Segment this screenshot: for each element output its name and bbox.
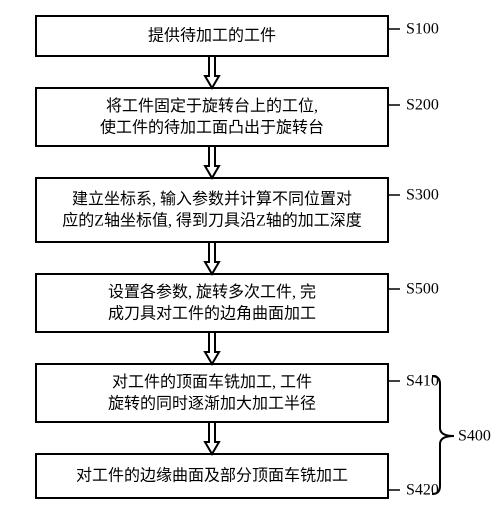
arrow <box>205 332 219 364</box>
flow-box-text-s500-l0: 设置各参数, 旋转多次工件, 完 <box>108 283 316 301</box>
step-label-s300: S300 <box>406 187 439 204</box>
step-label-s420: S420 <box>406 482 439 499</box>
arrow <box>205 146 219 178</box>
flow-box-text-s500-l1: 成刀具对工件的边角曲面加工 <box>108 304 316 322</box>
flow-box-text-s420-l0: 对工件的边缘曲面及部分顶面车铣加工 <box>76 467 348 485</box>
flow-box-s410 <box>36 364 388 422</box>
step-label-s200: S200 <box>406 97 439 114</box>
step-label-s100: S100 <box>406 21 439 38</box>
arrow <box>205 422 219 454</box>
flow-box-text-s200-l0: 将工件固定于旋转台上的工位, <box>106 97 318 115</box>
flow-box-s200 <box>36 88 388 146</box>
flow-box-text-s100-l0: 提供待加工的工件 <box>148 27 276 45</box>
flow-box-text-s410-l0: 对工件的顶面车铣加工, 工件 <box>112 373 312 391</box>
flow-box-text-s300-l1: 应的Z轴坐标值, 得到刀具沿Z轴的加工深度 <box>62 210 362 229</box>
flowchart: 提供待加工的工件 S100 将工件固定于旋转台上的工位, 使工件的待加工面凸出于旋转台… <box>0 0 500 519</box>
arrow <box>205 242 219 274</box>
step-label-s500: S500 <box>406 281 439 298</box>
flow-box-s300 <box>36 178 388 242</box>
group-label-s400: S400 <box>458 428 491 445</box>
flow-box-text-s300-l0: 建立坐标系, 输入参数并计算不同位置对 <box>72 189 352 208</box>
flow-box-text-s200-l1: 使工件的待加工面凸出于旋转台 <box>100 118 324 136</box>
arrow <box>205 56 219 88</box>
group-brace-s400 <box>432 376 454 494</box>
flow-box-s500 <box>36 274 388 332</box>
flow-box-text-s410-l1: 旋转的同时逐渐加大加工半径 <box>108 394 316 412</box>
